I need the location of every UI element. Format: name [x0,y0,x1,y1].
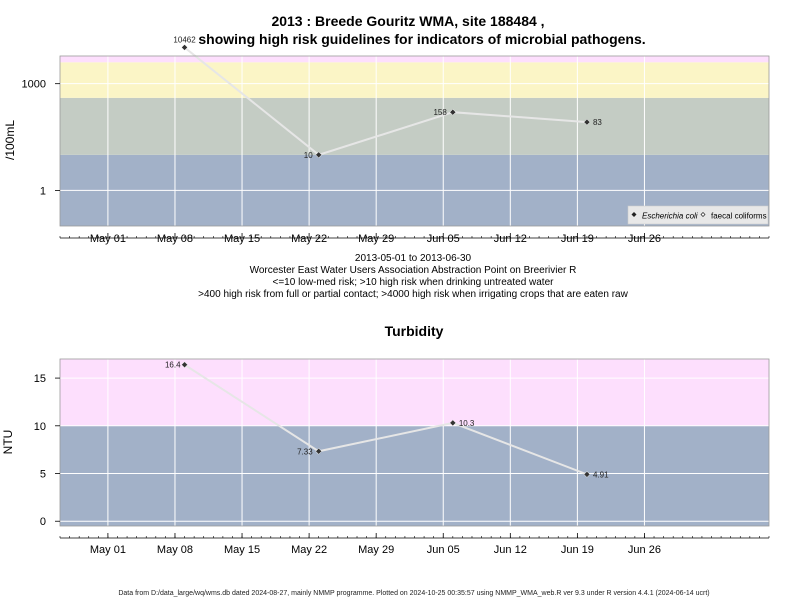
chart1-caption-drinking-risk: <=10 low-med risk; >10 high risk when dr… [273,277,555,288]
chart2-x-tick-label-2: May 15 [224,544,260,556]
chart2-x-tick-label-7: Jun 19 [561,544,594,556]
legend-marker-diamond-open [700,212,706,217]
chart1-x-tick-label-0: May 01 [90,233,126,245]
legend-entry-faecal-coliforms: faecal coliforms [711,212,767,221]
chart1-data-label-3: 83 [593,118,602,127]
chart1-x-tick-label-5: Jun 05 [427,233,460,245]
chart2-y-tick-label-1: 5 [40,469,46,481]
chart1-x-tick-label-2: May 15 [224,233,260,245]
chart1-gridlines [60,56,769,226]
chart2-risk-bands [60,359,769,526]
chart2-x-tick-label-4: May 29 [358,544,394,556]
chart2-y-axis-label: NTU [1,430,15,455]
chart2-title: Turbidity [385,323,444,339]
chart2-band-0 [60,425,769,526]
chart1-band-1 [60,97,769,155]
chart2-data-label-1: 7.33 [297,447,313,456]
chart1-risk-bands [60,56,769,226]
chart2-data-label-3: 4.91 [593,470,609,479]
chart1-x-tick-label-4: May 29 [358,233,394,245]
legend-marker-diamond-filled [631,212,637,217]
chart1-caption-contact-risk: >400 high risk from full or partial cont… [198,289,628,300]
chart2-gridlines [60,359,769,526]
chart1-title-line2: showing high risk guidelines for indicat… [198,31,645,47]
chart1-band-3 [60,56,769,63]
chart2-y-tick-label-3: 15 [34,373,46,385]
chart1-series-line [183,46,588,156]
chart2-x-tick-label-3: May 22 [291,544,327,556]
chart1-point-1 [315,151,323,159]
chart2-series-line [184,363,588,476]
chart1-x-tick-label-6: Jun 12 [494,233,527,245]
chart1-x-tick-label-1: May 08 [157,233,193,245]
chart2-x-tick-label-8: Jun 26 [628,544,661,556]
chart1-legend: Escherichia coli faecal coliforms [627,205,769,225]
chart2-data-label-2: 10.3 [459,419,475,428]
chart1-point-2 [449,108,457,116]
chart1-data-label-2: 158 [433,108,447,117]
chart1-band-2 [60,62,769,98]
chart1-x-tick-label-8: Jun 26 [628,233,661,245]
chart2-point-1 [315,447,323,455]
legend-entry-e-coli: Escherichia coli [642,212,698,221]
chart1-y-axis-label: /100mL [3,120,17,160]
chart1-point-0 [181,44,188,51]
chart1-y-tick-label-0: 1 [40,185,46,197]
chart2-axes: 0 5 10 15 May 01 May 08 May 15 May 22 May 29 Jun … [34,358,770,556]
chart2-point-0 [181,361,188,369]
chart1-caption-date-range: 2013-05-01 to 2013-06-30 [355,253,472,264]
chart1-x-tick-label-7: Jun 19 [561,233,594,245]
chart2-series: 16.4 7.33 10.3 4.91 [165,361,609,480]
chart2-y-tick-label-0: 0 [40,516,46,528]
chart1-data-label-0: 10462 [173,35,196,44]
chart2-band-1 [60,359,769,426]
chart2-point-3 [583,471,591,478]
chart1-plot-frame [59,55,770,227]
chart2-plot-frame [59,358,770,527]
chart1-axes: 1 1000 May 01 May 08 May 15 May 22 May 29 Jun 0… [22,55,770,245]
chart2-data-label-0: 16.4 [165,361,181,370]
chart1-y-tick-label-1: 1000 [22,79,46,91]
chart1-series: 10462 10 158 83 [173,35,602,159]
chart2-x-tick-label-6: Jun 12 [494,544,527,556]
chart1-point-3 [583,118,591,126]
chart1-x-tick-label-3: May 22 [291,233,327,245]
chart2-x-tick-label-1: May 08 [157,544,193,556]
chart1-data-label-1: 10 [304,151,313,160]
chart1-title-line1: 2013 : Breede Gouritz WMA, site 188484 , [271,13,544,29]
chart2-point-2 [449,419,457,427]
chart1-caption-site: Worcester East Water Users Association A… [250,265,577,276]
chart2-y-tick-label-2: 10 [34,421,46,433]
chart2-x-tick-label-5: Jun 05 [427,544,460,556]
chart2-x-tick-label-0: May 01 [90,544,126,556]
footer-provenance: Data from D:/data_large/wq/wms.db dated … [118,590,709,597]
legend-box [627,205,769,225]
